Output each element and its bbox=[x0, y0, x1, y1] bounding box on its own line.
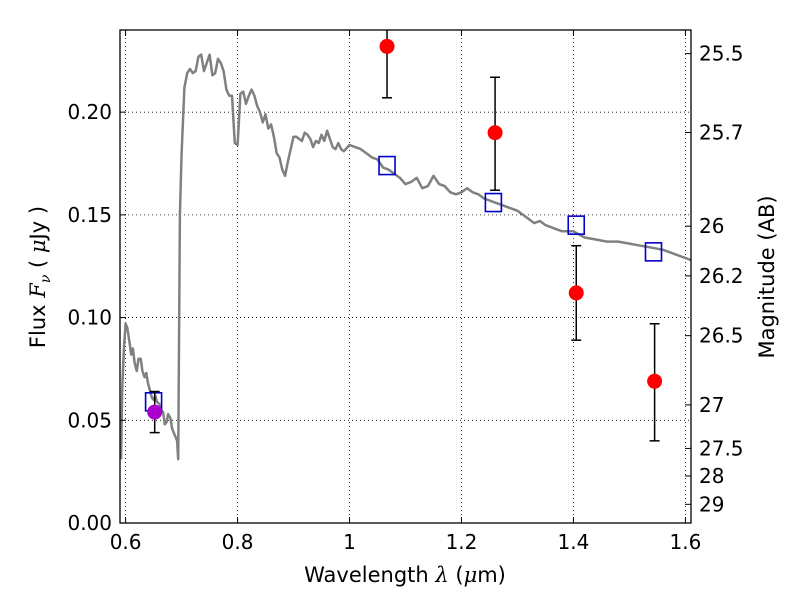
x-tick-label: 0.8 bbox=[222, 530, 254, 554]
y-tick-label: 0.00 bbox=[67, 511, 112, 535]
y2-tick-label: 26.5 bbox=[699, 324, 744, 348]
y2-tick-label: 26 bbox=[699, 214, 724, 238]
y2-axis-title: Magnitude (AB) bbox=[755, 195, 779, 358]
grid-lines bbox=[120, 30, 691, 524]
measured-flux-point bbox=[147, 404, 163, 420]
y2-tick-label: 25.5 bbox=[699, 42, 744, 66]
plot-frame bbox=[119, 29, 692, 524]
series-group bbox=[120, 30, 691, 461]
x-tick-label: 0.6 bbox=[110, 530, 142, 554]
model-photometry-square bbox=[567, 215, 586, 235]
y-tick-label: 0.05 bbox=[67, 408, 112, 432]
y2-tick-label: 28 bbox=[699, 464, 724, 488]
y-tick-label: 0.10 bbox=[67, 306, 112, 330]
y2-tick-label: 29 bbox=[699, 492, 724, 516]
model-photometry-square bbox=[378, 155, 396, 176]
y-tick-label: 0.20 bbox=[67, 100, 112, 124]
model-spectrum-line bbox=[120, 53, 691, 461]
model-photometry-square bbox=[484, 192, 503, 213]
measured-flux-point bbox=[647, 373, 663, 389]
axes: 0.6 0.8 1 1.2 1.4 1.6 0.00 0.05 0.10 0.15 0.20 25.5… bbox=[67, 30, 744, 554]
model-photometry-square bbox=[644, 242, 663, 262]
plot-area bbox=[120, 30, 691, 461]
y2-tick-label: 27.5 bbox=[699, 436, 744, 460]
x-tick-label: 1.2 bbox=[446, 530, 478, 554]
x-tick-label: 1 bbox=[343, 530, 356, 554]
y2-tick-label: 26.2 bbox=[699, 264, 744, 288]
x-axis-title: Wavelength λ (μm) bbox=[304, 563, 506, 587]
measured-flux-point bbox=[487, 125, 503, 141]
measured-flux-point bbox=[568, 285, 584, 301]
x-tick-label: 1.6 bbox=[669, 530, 701, 554]
y-axis-title: Flux Fν ( μJy ) bbox=[26, 206, 54, 348]
x-tick-label: 1.4 bbox=[558, 530, 590, 554]
measured-flux-point bbox=[379, 38, 395, 54]
y2-tick-label: 27 bbox=[699, 393, 724, 417]
y2-tick-label: 25.7 bbox=[699, 121, 744, 145]
y-tick-label: 0.15 bbox=[67, 203, 112, 227]
